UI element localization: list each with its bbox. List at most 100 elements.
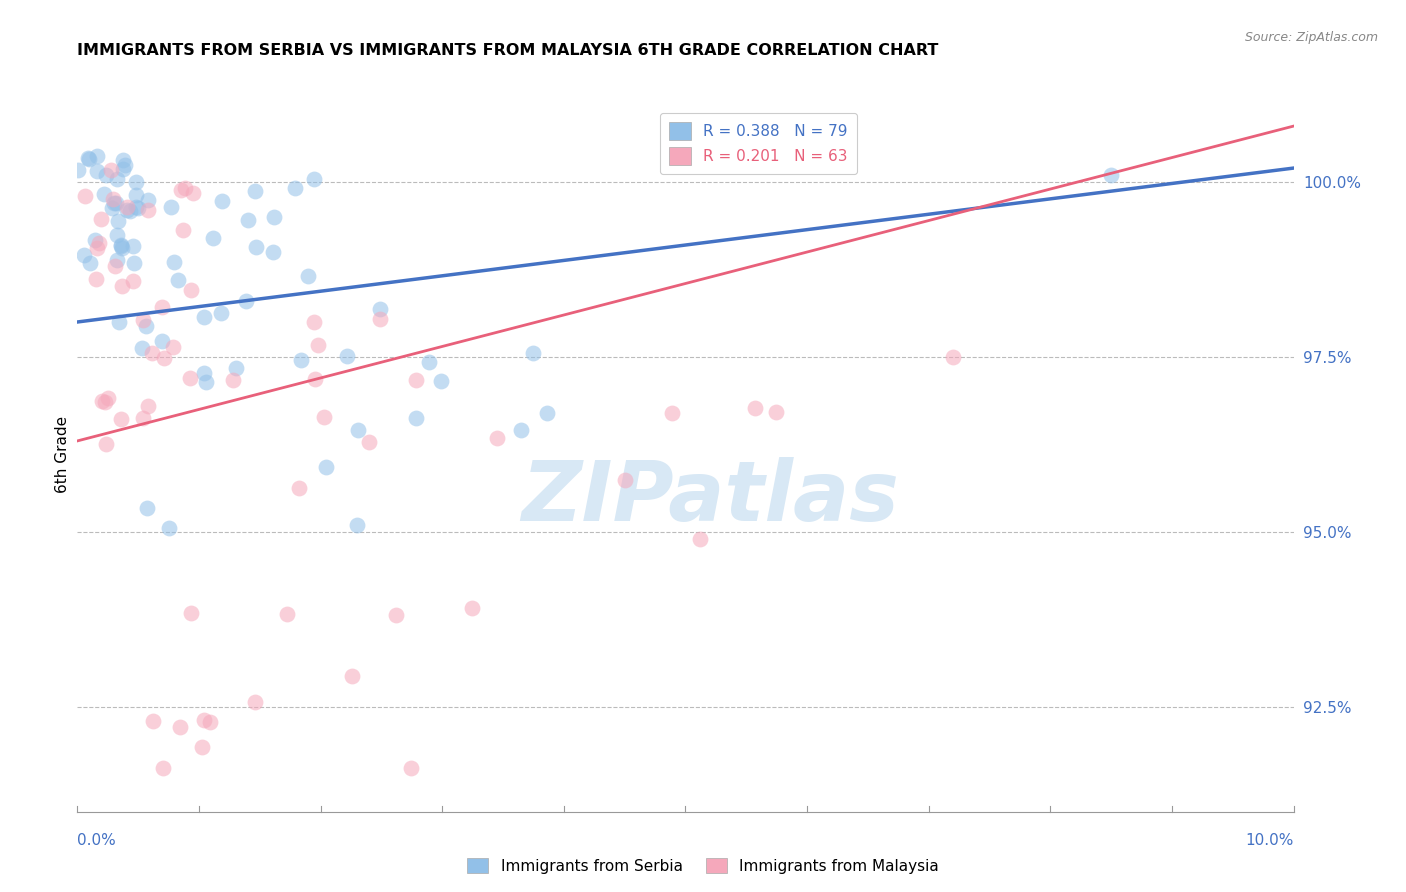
Point bbox=[335, 349, 357, 363]
Text: 10.0%: 10.0% bbox=[1246, 833, 1294, 847]
Point bbox=[173, 181, 195, 195]
Point bbox=[132, 313, 155, 327]
Point bbox=[1099, 168, 1122, 182]
Legend: R = 0.388   N = 79, R = 0.201   N = 63: R = 0.388 N = 79, R = 0.201 N = 63 bbox=[661, 113, 856, 174]
Point bbox=[613, 473, 636, 487]
Point bbox=[79, 256, 101, 270]
Point bbox=[153, 351, 176, 365]
Point bbox=[136, 193, 159, 207]
Point bbox=[125, 188, 148, 202]
Point bbox=[104, 259, 127, 273]
Point bbox=[77, 152, 100, 166]
Point bbox=[117, 200, 139, 214]
Point bbox=[138, 399, 160, 413]
Point bbox=[101, 192, 124, 206]
Point bbox=[90, 211, 112, 226]
Point bbox=[689, 532, 711, 546]
Point bbox=[172, 223, 194, 237]
Text: 0.0%: 0.0% bbox=[77, 833, 117, 847]
Point bbox=[152, 334, 174, 349]
Point bbox=[132, 410, 155, 425]
Point bbox=[245, 240, 267, 254]
Point bbox=[105, 228, 128, 243]
Point bbox=[430, 374, 453, 388]
Point bbox=[121, 274, 143, 288]
Point bbox=[765, 405, 787, 419]
Point bbox=[138, 202, 160, 217]
Point bbox=[152, 761, 174, 775]
Point bbox=[86, 164, 108, 178]
Point bbox=[84, 233, 107, 247]
Point bbox=[93, 186, 115, 201]
Point bbox=[103, 196, 125, 211]
Point bbox=[114, 158, 136, 172]
Point bbox=[200, 715, 222, 730]
Point bbox=[193, 310, 215, 324]
Point bbox=[486, 431, 509, 445]
Point bbox=[510, 423, 533, 437]
Point bbox=[522, 346, 544, 360]
Point bbox=[235, 294, 257, 309]
Text: IMMIGRANTS FROM SERBIA VS IMMIGRANTS FROM MALAYSIA 6TH GRADE CORRELATION CHART: IMMIGRANTS FROM SERBIA VS IMMIGRANTS FRO… bbox=[77, 43, 939, 58]
Point bbox=[127, 201, 149, 215]
Point bbox=[238, 212, 260, 227]
Point bbox=[115, 203, 138, 218]
Point bbox=[222, 374, 245, 388]
Point bbox=[76, 151, 98, 165]
Point bbox=[418, 355, 440, 369]
Point bbox=[141, 346, 163, 360]
Point bbox=[110, 412, 132, 426]
Point bbox=[460, 600, 482, 615]
Point bbox=[302, 315, 325, 329]
Point bbox=[304, 372, 326, 386]
Point bbox=[159, 200, 181, 214]
Point bbox=[284, 181, 307, 195]
Point bbox=[100, 163, 122, 178]
Point bbox=[201, 230, 224, 244]
Point bbox=[125, 200, 148, 214]
Point bbox=[193, 714, 215, 728]
Point bbox=[180, 283, 202, 297]
Point bbox=[94, 168, 117, 182]
Point bbox=[399, 761, 422, 775]
Point bbox=[368, 302, 391, 317]
Point bbox=[66, 162, 89, 177]
Point bbox=[243, 695, 266, 709]
Point bbox=[304, 172, 326, 186]
Point bbox=[93, 395, 115, 409]
Point bbox=[122, 239, 145, 253]
Point bbox=[90, 394, 112, 409]
Point bbox=[131, 341, 153, 355]
Point bbox=[744, 401, 766, 416]
Point bbox=[162, 340, 184, 354]
Point bbox=[263, 210, 285, 224]
Point bbox=[111, 161, 134, 176]
Point bbox=[211, 194, 233, 208]
Point bbox=[179, 370, 201, 384]
Point bbox=[150, 301, 173, 315]
Point bbox=[288, 482, 311, 496]
Point bbox=[111, 153, 134, 167]
Point bbox=[167, 273, 190, 287]
Point bbox=[107, 214, 129, 228]
Point bbox=[97, 392, 120, 406]
Point bbox=[368, 312, 391, 326]
Point bbox=[142, 714, 165, 728]
Point bbox=[942, 350, 965, 364]
Point bbox=[315, 460, 337, 475]
Point bbox=[180, 606, 202, 620]
Point bbox=[110, 237, 132, 252]
Point bbox=[346, 517, 368, 532]
Point bbox=[405, 373, 427, 387]
Point bbox=[169, 721, 191, 735]
Point bbox=[346, 424, 368, 438]
Point bbox=[357, 434, 380, 449]
Y-axis label: 6th Grade: 6th Grade bbox=[55, 417, 70, 493]
Point bbox=[225, 360, 247, 375]
Point bbox=[96, 437, 118, 451]
Point bbox=[101, 201, 124, 215]
Point bbox=[340, 668, 363, 682]
Point bbox=[297, 269, 319, 284]
Point bbox=[170, 183, 193, 197]
Point bbox=[262, 244, 284, 259]
